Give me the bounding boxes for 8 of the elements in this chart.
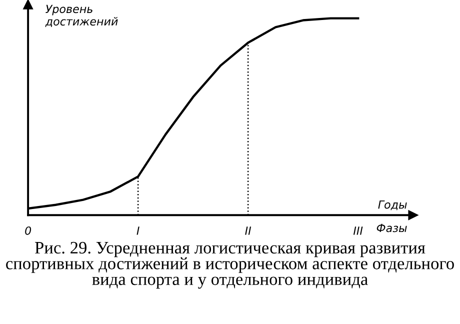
x-tick-label: III	[353, 226, 363, 235]
text: Рис. 29. Усредненная логистическая кривая развития спортивных достижений в историческом аспекте отдельного вида спорта и у отдельного индивида	[6, 242, 454, 289]
text: Фазы	[376, 224, 407, 232]
x-axis-title: Годы	[378, 200, 407, 210]
x-tick-label: II	[245, 226, 252, 235]
x-tick-label: I	[136, 226, 140, 235]
y-axis-title: Уровень достижений	[45, 4, 118, 27]
x-tick-label: 0	[25, 226, 32, 235]
